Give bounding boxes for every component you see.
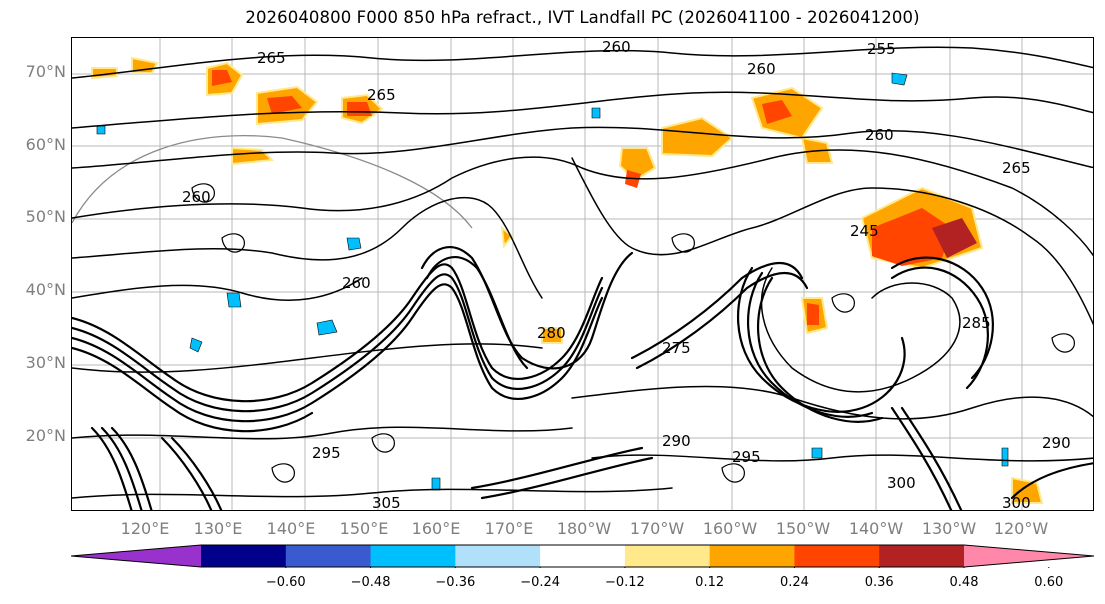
- colorbar-tick-label: 0.48: [949, 575, 979, 590]
- colorbar-tick-label: 0.60: [1034, 575, 1064, 590]
- colorbar-tick-label: 0.36: [864, 575, 894, 590]
- lon-label: 130°E: [193, 519, 243, 538]
- contour-label: 290: [662, 432, 691, 450]
- contour-label: 300: [887, 474, 916, 492]
- contour-label: 305: [372, 494, 401, 511]
- map-canvas: 260 255 260 265 260 265 260 245 265 260 …: [72, 38, 1093, 511]
- lon-label: 180°W: [556, 519, 612, 538]
- lon-label: 140°W: [848, 519, 904, 538]
- colorbar-tick-label: −0.48: [350, 575, 391, 590]
- colorbar-segment: [285, 545, 372, 567]
- contour-label: 290: [1042, 434, 1071, 452]
- lon-label: 160°E: [411, 519, 461, 538]
- contour-label: 265: [1002, 159, 1031, 177]
- colorbar-segment: [879, 545, 965, 567]
- contour-label: 285: [962, 314, 991, 332]
- contour-label: 260: [602, 38, 631, 56]
- contour-label: 260: [342, 274, 371, 292]
- colorbar-segment: [455, 545, 541, 567]
- lon-label: 160°W: [702, 519, 758, 538]
- colorbar-segment: [709, 545, 795, 567]
- colorbar-tick-label: 0.24: [779, 575, 809, 590]
- contour-label: 260: [865, 126, 894, 144]
- colorbar-segment: [370, 545, 456, 567]
- contour-lines: [72, 46, 1093, 510]
- contour-label: 255: [867, 40, 896, 58]
- lon-label: 170°E: [484, 519, 534, 538]
- colorbar-tick-label: 0.12: [695, 575, 725, 590]
- contour-label: 280: [537, 324, 566, 342]
- colorbar-outline: [71, 544, 1094, 568]
- lat-label-60n: 60°N: [25, 135, 66, 154]
- lon-label: 120°W: [993, 519, 1049, 538]
- lon-label: 150°W: [775, 519, 831, 538]
- lat-label-70n: 70°N: [25, 62, 66, 81]
- lon-label: 140°E: [266, 519, 316, 538]
- contour-label: 275: [662, 339, 691, 357]
- contour-label: 265: [367, 86, 396, 104]
- colorbar-segment: [71, 545, 201, 567]
- colorbar-tick-label: −0.12: [604, 575, 645, 590]
- lon-label: 150°E: [339, 519, 389, 538]
- lat-label-20n: 20°N: [25, 426, 66, 445]
- lat-label-50n: 50°N: [25, 207, 66, 226]
- contour-label: 300: [1002, 494, 1031, 511]
- contour-label: 265: [257, 49, 286, 67]
- colorbar-tick-label: −0.24: [520, 575, 561, 590]
- lat-label-30n: 30°N: [25, 353, 66, 372]
- lat-label-40n: 40°N: [25, 280, 66, 299]
- graticule: [72, 38, 1093, 510]
- lon-label: 120°E: [120, 519, 170, 538]
- contour-label-group: 260 255 260 265 260 265 260 245 265 260 …: [182, 38, 1071, 511]
- colorbar-segment: [794, 545, 880, 567]
- contour-label: 260: [747, 60, 776, 78]
- colorbar-segment: [624, 545, 711, 567]
- colorbar-tick-label: −0.36: [435, 575, 476, 590]
- contour-label: 295: [312, 444, 341, 462]
- contour-label: 260: [182, 188, 211, 206]
- colorbar-segment: [540, 545, 626, 567]
- colorbar: [71, 544, 1094, 568]
- colorbar-segment: [964, 545, 1094, 567]
- figure-title: 2026040800 F000 850 hPa refract., IVT La…: [245, 8, 920, 27]
- lon-label: 170°W: [629, 519, 685, 538]
- contour-label: 295: [732, 448, 761, 466]
- contour-label: 245: [850, 222, 879, 240]
- lon-label: 130°W: [921, 519, 977, 538]
- filled-anomalies: [91, 56, 1044, 504]
- map-panel[interactable]: 260 255 260 265 260 265 260 245 265 260 …: [71, 37, 1094, 511]
- colorbar-segment: [201, 545, 287, 567]
- colorbar-tick-label: −0.60: [265, 575, 306, 590]
